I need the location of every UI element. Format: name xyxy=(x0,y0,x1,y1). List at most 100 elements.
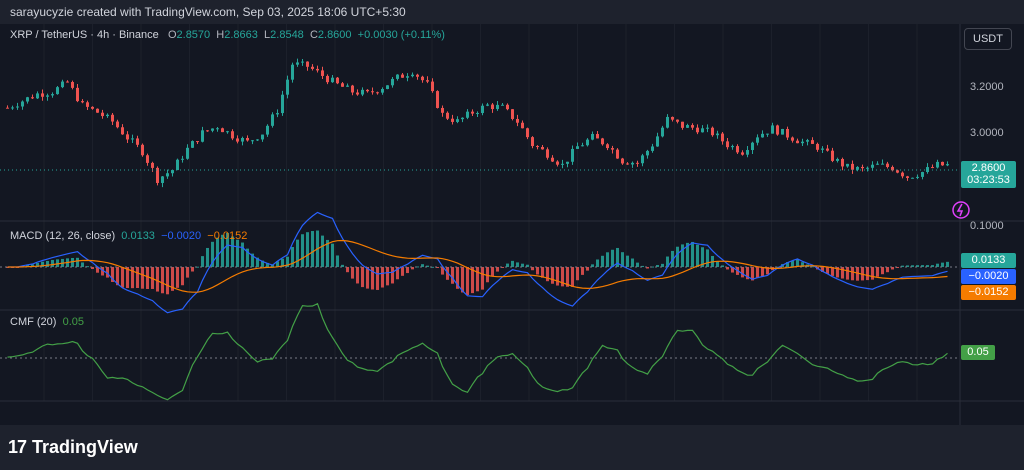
candle-body xyxy=(26,97,29,102)
candle-body xyxy=(421,76,424,81)
candle-body xyxy=(86,102,89,107)
candle-body xyxy=(486,104,489,106)
candle-body xyxy=(661,127,664,137)
candle-body xyxy=(881,163,884,165)
macd-hist-bar xyxy=(56,259,59,267)
candle-body xyxy=(121,127,124,135)
chart-canvas[interactable] xyxy=(0,24,1024,425)
candle-body xyxy=(16,106,19,108)
macd-hist-bar xyxy=(896,267,899,268)
macd-hist-bar xyxy=(236,239,239,267)
symbol-name: XRP / TetherUS · 4h · Binance xyxy=(10,29,159,41)
candle-body xyxy=(626,163,629,165)
macd-hist-bar xyxy=(211,241,214,267)
candle-body xyxy=(786,128,789,138)
macd-line-value: −0.0020 xyxy=(161,230,202,242)
cmf-title: CMF (20) xyxy=(10,316,57,328)
candle-body xyxy=(71,82,74,88)
macd-hist-bar xyxy=(706,249,709,267)
candle-body xyxy=(271,114,274,126)
candle-body xyxy=(561,163,564,165)
candle-body xyxy=(701,128,704,133)
candle-body xyxy=(521,122,524,129)
macd-hist-bar xyxy=(396,267,399,280)
macd-hist-bar xyxy=(526,264,529,267)
lightning-icon xyxy=(956,203,964,217)
candle-body xyxy=(31,97,34,99)
candle-body xyxy=(901,172,904,177)
macd-hist-bar xyxy=(921,265,924,267)
candle-body xyxy=(481,105,484,114)
macd-hist-bar xyxy=(661,263,664,267)
macd-hist-bar xyxy=(476,267,479,292)
candle-body xyxy=(586,139,589,146)
candle-body xyxy=(461,117,464,120)
macd-hist-bar xyxy=(441,267,444,275)
macd-hist-bar xyxy=(851,267,854,281)
macd-hist-bar xyxy=(296,239,299,267)
macd-hist-bar xyxy=(676,246,679,267)
candle-body xyxy=(441,107,444,113)
tradingview-logo[interactable]: 17 TradingView xyxy=(8,437,138,458)
candle-body xyxy=(161,176,164,183)
macd-hist-bar xyxy=(906,265,909,267)
close-label: C xyxy=(309,29,318,41)
macd-hist-bar xyxy=(686,242,689,267)
candle-body xyxy=(301,61,304,63)
macd-hist-bar xyxy=(746,267,749,280)
candle-body xyxy=(866,167,869,169)
macd-hist-bar xyxy=(566,267,569,287)
candle-body xyxy=(496,104,499,110)
macd-hist-bar xyxy=(611,249,614,267)
candle-body xyxy=(306,61,309,67)
candle-body xyxy=(176,159,179,171)
macd-hist-bar xyxy=(846,267,849,280)
macd-hist-bar xyxy=(251,253,254,267)
macd-hist-bar xyxy=(221,234,224,267)
macd-hist-bar xyxy=(671,250,674,267)
cmf-legend[interactable]: CMF (20) 0.05 xyxy=(10,316,84,328)
currency-button[interactable]: USDT xyxy=(964,28,1012,50)
candle-body xyxy=(181,158,184,160)
candle-body xyxy=(671,116,674,120)
candle-body xyxy=(876,163,879,165)
candle-body xyxy=(91,106,94,109)
candle-body xyxy=(431,81,434,92)
macd-hist-value: 0.0133 xyxy=(121,230,155,242)
candle-body xyxy=(746,150,749,155)
candle-body xyxy=(731,146,734,148)
candle-body xyxy=(476,113,479,115)
candle-body xyxy=(566,161,569,164)
tradingview-mark-icon: 17 xyxy=(8,437,27,457)
chart-area[interactable]: XRP / TetherUS · 4h · Binance O2.8570 H2… xyxy=(0,24,1024,438)
macd-legend[interactable]: MACD (12, 26, close) 0.0133 −0.0020 −0.0… xyxy=(10,230,247,242)
candle-body xyxy=(41,93,44,97)
macd-hist-bar xyxy=(866,267,869,281)
macd-hist-bar xyxy=(216,237,219,267)
macd-hist-bar xyxy=(346,267,349,273)
candle-body xyxy=(446,112,449,119)
macd-hist-bar xyxy=(71,257,74,267)
candle-body xyxy=(61,81,64,88)
candle-body xyxy=(856,166,859,170)
candle-body xyxy=(386,85,389,90)
macd-hist-bar xyxy=(926,265,929,267)
macd-hist-bar xyxy=(486,267,489,283)
candle-body xyxy=(56,87,59,95)
candle-body xyxy=(346,85,349,87)
candle-body xyxy=(801,141,804,144)
candle-body xyxy=(311,66,314,69)
macd-hist-bar xyxy=(466,267,469,296)
macd-signal-tag: −0.0152 xyxy=(961,285,1016,300)
alert-icon[interactable] xyxy=(952,201,970,219)
candle-body xyxy=(111,114,114,122)
macd-hist-bar xyxy=(826,267,829,274)
macd-hist-bar xyxy=(336,255,339,267)
symbol-legend[interactable]: XRP / TetherUS · 4h · Binance O2.8570 H2… xyxy=(10,29,445,41)
candle-body xyxy=(166,173,169,177)
candle-body xyxy=(771,125,774,134)
candle-body xyxy=(361,89,364,95)
macd-hist-bar xyxy=(616,247,619,267)
macd-hist-bar xyxy=(761,267,764,277)
macd-hist-bar xyxy=(411,267,414,270)
